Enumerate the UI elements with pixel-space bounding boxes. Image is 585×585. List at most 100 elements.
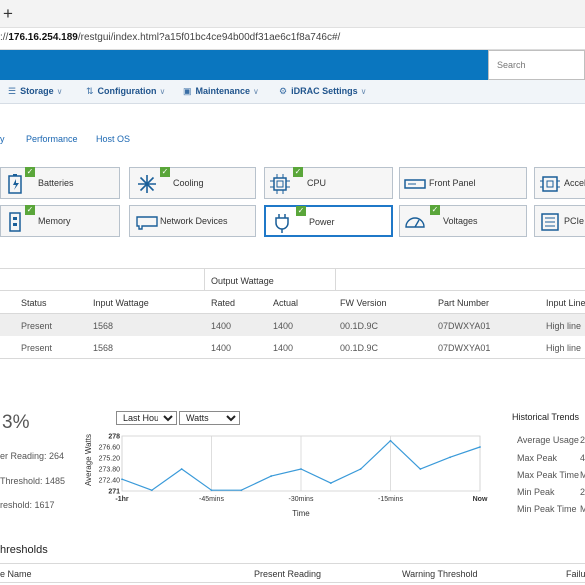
thresholds-title: hresholds (0, 544, 48, 556)
col-header-part-number[interactable]: Part Number (438, 298, 490, 308)
col-header-present-reading[interactable]: Present Reading (254, 569, 322, 579)
fan-icon (138, 175, 156, 193)
col-header-actual[interactable]: Actual (273, 298, 299, 308)
menu-maintenance[interactable]: ▣ Maintenance ∨ (183, 86, 259, 97)
col-header-fw-version[interactable]: FW Version (340, 298, 387, 308)
col-header-rated[interactable]: Rated (211, 298, 236, 308)
cell-fw-version: 00.1D.9C (340, 343, 379, 353)
chevron-down-icon: ∨ (253, 87, 259, 96)
data-point (300, 468, 302, 470)
table-row[interactable]: Present 1568 1400 1400 00.1D.9C 07DWXYA0… (0, 314, 585, 336)
tile-accelerators[interactable]: Accel (534, 167, 585, 199)
col-header-input-line[interactable]: Input Line (546, 298, 585, 308)
cell-input-line: High line (546, 343, 582, 353)
tile-memory[interactable]: ✓ Memory (0, 205, 120, 237)
x-tick-label: -30mins (289, 496, 314, 503)
divider (0, 358, 585, 359)
x-tick-label: -1hr (115, 496, 129, 503)
gears-icon: ⚙ (279, 86, 288, 96)
data-point (449, 456, 452, 459)
col-header-status[interactable]: Status (21, 298, 47, 308)
tile-pcie-slots-label: PCIe S (564, 216, 585, 226)
average-usage-value: 2 (580, 435, 585, 445)
divider (0, 563, 585, 564)
status-ok-check: ✓ (25, 167, 35, 177)
data-point (419, 468, 422, 470)
cell-status: Present (21, 343, 53, 353)
unit-select[interactable]: Watts (179, 411, 240, 425)
cell-part-number: 07DWXYA01 (438, 321, 491, 331)
tile-network-devices[interactable]: Network Devices (129, 205, 256, 237)
cell-fw-version: 00.1D.9C (340, 321, 379, 331)
menu-configuration-label: Configuration (97, 86, 157, 96)
time-range-select[interactable]: Last Hour (116, 411, 177, 425)
cell-status: Present (21, 321, 53, 331)
network-card-icon (136, 216, 158, 230)
col-header-failure-threshold[interactable]: Failu (566, 569, 585, 579)
divider (0, 582, 585, 583)
col-header-input-wattage[interactable]: Input Wattage (93, 298, 149, 308)
tile-accelerators-label: Accel (564, 178, 585, 188)
table-row[interactable]: Present 1568 1400 1400 00.1D.9C 07DWXYA0… (0, 336, 585, 358)
tile-batteries[interactable]: ✓ Batteries (0, 167, 120, 199)
tile-voltages-label: Voltages (443, 216, 478, 226)
min-peak-time-value: M (580, 504, 585, 514)
tile-power[interactable]: ✓ Power (264, 205, 393, 237)
tab-performance[interactable]: Performance (26, 134, 78, 144)
search-input[interactable]: Search (488, 50, 585, 80)
data-point (121, 478, 123, 481)
cell-input-wattage: 1568 (93, 321, 114, 331)
url-prefix: :// (0, 32, 9, 43)
tab-host-os[interactable]: Host OS (96, 134, 131, 144)
cell-part-number: 07DWXYA01 (438, 343, 491, 353)
y-tick-label: 271 (108, 489, 120, 496)
tile-power-label: Power (309, 217, 335, 227)
search-placeholder: Search (497, 60, 526, 70)
min-peak-label: Min Peak (517, 487, 555, 497)
tab-summary[interactable]: y (0, 134, 5, 144)
status-ok-check: ✓ (430, 205, 440, 215)
browser-tab-bar: + (0, 0, 585, 28)
data-point (389, 439, 392, 442)
plus-icon[interactable]: + (3, 4, 13, 23)
battery-icon (8, 174, 22, 194)
divider (335, 268, 336, 290)
cell-rated: 1400 (211, 321, 232, 331)
tile-voltages[interactable]: ✓ Voltages (399, 205, 527, 237)
data-point (270, 475, 273, 477)
max-peak-label: Max Peak (517, 453, 558, 463)
menu-maintenance-label: Maintenance (195, 86, 251, 96)
y-tick-label: 273.80 (99, 467, 121, 474)
tile-pcie-slots[interactable]: PCIe S (534, 205, 585, 237)
url-path: /restgui/index.html?a15f01bc4ce94b00df31… (77, 32, 341, 43)
failure-threshold-text: reshold: 1617 (0, 500, 55, 510)
col-header-name[interactable]: e Name (0, 569, 32, 579)
min-peak-value: 2 (580, 487, 585, 497)
max-peak-time-label: Max Peak Time (517, 470, 580, 480)
tile-front-panel-label: Front Panel (429, 178, 476, 188)
main-menu: ☰ Storage ∨ ⇅ Configuration ∨ ▣ Maintenance ∨ … (0, 80, 585, 104)
menu-idrac-settings[interactable]: ⚙ iDRAC Settings ∨ (279, 86, 366, 97)
x-tick-label: -15mins (378, 496, 403, 503)
data-point (180, 468, 183, 470)
tile-front-panel[interactable]: Front Panel (399, 167, 527, 199)
chevron-down-icon: ∨ (360, 87, 367, 96)
warning-threshold-text: Threshold: 1485 (0, 476, 66, 486)
maintenance-icon: ▣ (183, 86, 192, 96)
tile-cooling[interactable]: ✓ Cooling (129, 167, 256, 199)
max-peak-value: 4 (580, 453, 585, 463)
data-point (210, 489, 213, 492)
menu-storage[interactable]: ☰ Storage ∨ (8, 86, 62, 97)
cell-rated: 1400 (211, 343, 232, 353)
chevron-down-icon: ∨ (56, 87, 63, 96)
min-peak-time-label: Min Peak Time (517, 504, 577, 514)
menu-configuration[interactable]: ⇅ Configuration ∨ (86, 86, 165, 97)
status-ok-check: ✓ (296, 206, 306, 216)
voltage-icon (405, 217, 425, 228)
tile-cpu[interactable]: ✓ CPU (264, 167, 393, 199)
address-bar[interactable]: ://176.16.254.189/restgui/index.html?a15… (0, 28, 585, 50)
chevron-down-icon: ∨ (159, 87, 166, 96)
data-point (240, 489, 243, 492)
col-header-warning-threshold[interactable]: Warning Threshold (402, 569, 478, 579)
y-tick-label: 276.60 (99, 445, 121, 452)
